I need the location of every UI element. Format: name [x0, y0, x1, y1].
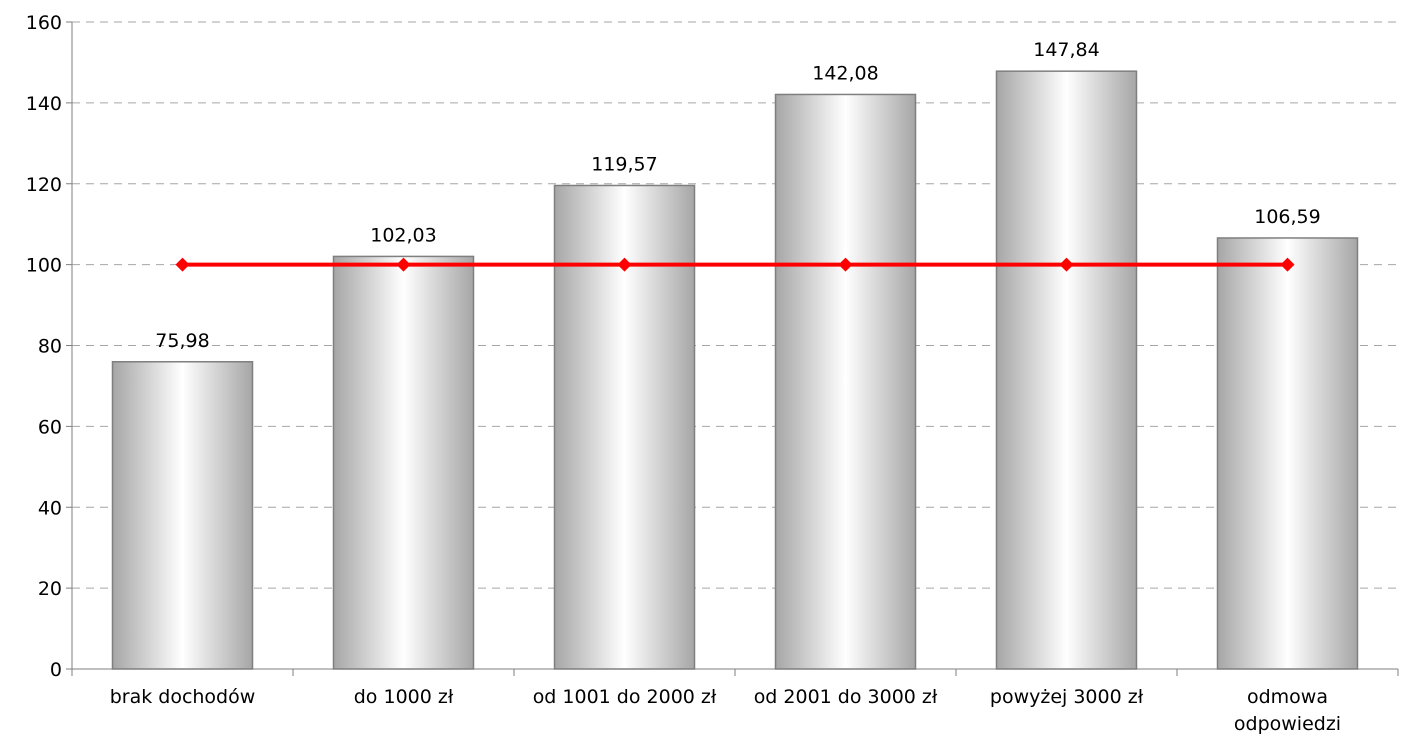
bar [774, 93, 917, 670]
line-marker [617, 257, 632, 272]
x-tick-label: od 2001 do 3000 zł [754, 686, 938, 708]
x-tick-label: powyżej 3000 zł [990, 686, 1144, 708]
bar [332, 255, 475, 670]
data-label: 106,59 [1254, 206, 1320, 228]
y-tick-label: 40 [38, 497, 62, 519]
y-tick-label: 120 [26, 174, 62, 196]
y-tick-label: 80 [38, 336, 62, 358]
y-tick-label: 140 [26, 93, 62, 115]
data-label: 142,08 [812, 62, 878, 84]
x-tick-label: brak dochodów [110, 686, 256, 708]
y-tick-label: 160 [26, 12, 62, 34]
line-marker [1059, 257, 1074, 272]
x-tick-label: od 1001 do 2000 zł [533, 686, 717, 708]
y-tick-label: 100 [26, 255, 62, 277]
y-tick-label: 0 [50, 659, 62, 681]
line-series [175, 257, 1295, 272]
y-tick-label: 20 [38, 578, 62, 600]
grid-lines [72, 21, 1398, 589]
labels: 0 20 40 60 80 100 120 140 160 75,98 102,03 119,57 14… [26, 12, 1341, 735]
x-tick-label: odpowiedzi [1234, 713, 1341, 735]
axes [66, 21, 1399, 676]
bar-series [111, 70, 1359, 670]
data-label: 75,98 [155, 330, 209, 352]
line-marker [838, 257, 853, 272]
data-label: 102,03 [370, 224, 436, 246]
line-marker [175, 257, 190, 272]
bar [995, 70, 1138, 670]
x-tick-label: do 1000 zł [354, 686, 454, 708]
line-marker [1280, 257, 1295, 272]
line-marker [396, 257, 411, 272]
bar [1216, 237, 1359, 670]
y-tick-label: 60 [38, 416, 62, 438]
data-label: 147,84 [1033, 39, 1099, 61]
data-label: 119,57 [591, 153, 657, 175]
bar [111, 361, 254, 670]
x-tick-label: odmowa [1247, 686, 1328, 708]
